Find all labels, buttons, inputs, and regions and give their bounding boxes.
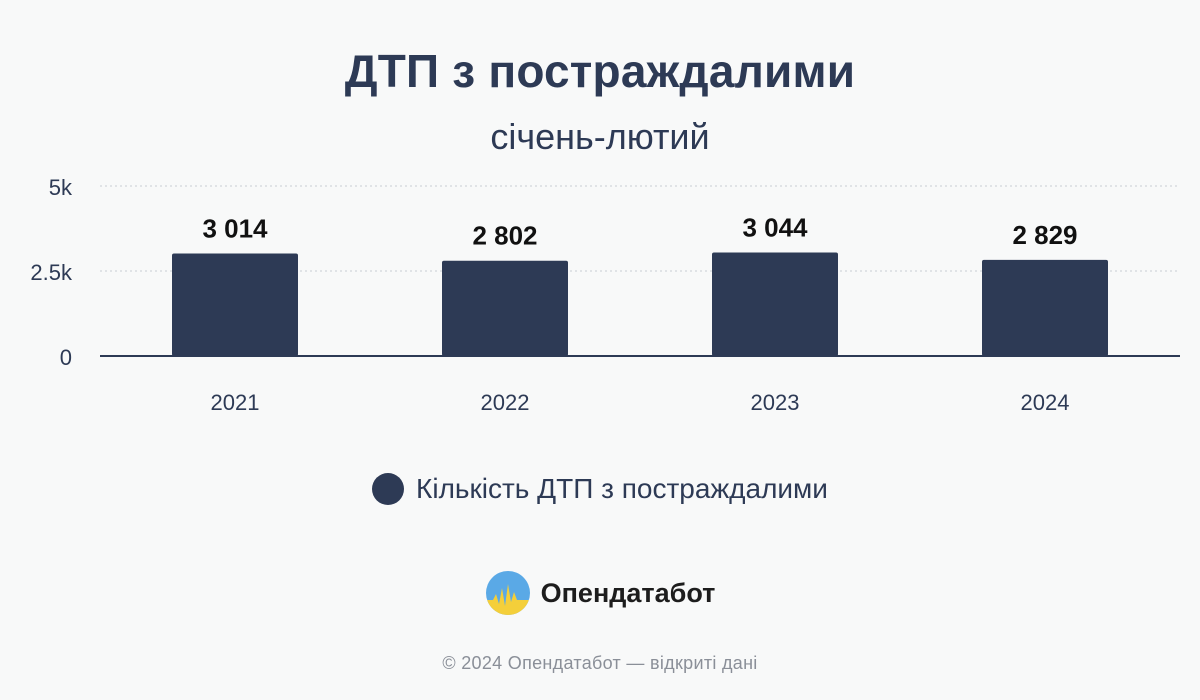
chart-title: ДТП з постраждалими — [344, 45, 856, 97]
footer-copyright: © 2024 Опендатабот — відкриті дані — [442, 653, 758, 673]
brand-name: Опендатабот — [540, 577, 716, 608]
bar-chart: 0 2.5k 5k 3 014 2021 2 802 2022 3 044 2023 2 829 2… — [30, 175, 1180, 415]
brand: Опендатабот — [0, 570, 1200, 616]
legend-label: Кількість ДТП з постраждалими — [416, 473, 828, 504]
data-label: 3 044 — [742, 213, 808, 243]
opendatabot-logo-icon — [485, 571, 530, 615]
bar — [712, 252, 838, 356]
bar — [982, 259, 1108, 356]
chart-subtitle: січень-лютий — [490, 116, 710, 157]
data-label: 3 014 — [202, 214, 268, 244]
bar — [172, 253, 298, 356]
y-tick-label: 5k — [49, 175, 73, 200]
data-label: 2 802 — [472, 221, 537, 251]
x-tick-label: 2024 — [1021, 390, 1070, 415]
y-tick-label: 2.5k — [30, 260, 73, 285]
x-tick-label: 2022 — [481, 390, 530, 415]
legend: Кількість ДТП з постраждалими — [0, 473, 1200, 505]
data-label: 2 829 — [1012, 220, 1077, 250]
x-tick-label: 2023 — [751, 390, 800, 415]
x-tick-label: 2021 — [211, 390, 260, 415]
y-tick-label: 0 — [60, 345, 72, 370]
bar — [442, 260, 568, 356]
legend-swatch — [372, 473, 405, 505]
